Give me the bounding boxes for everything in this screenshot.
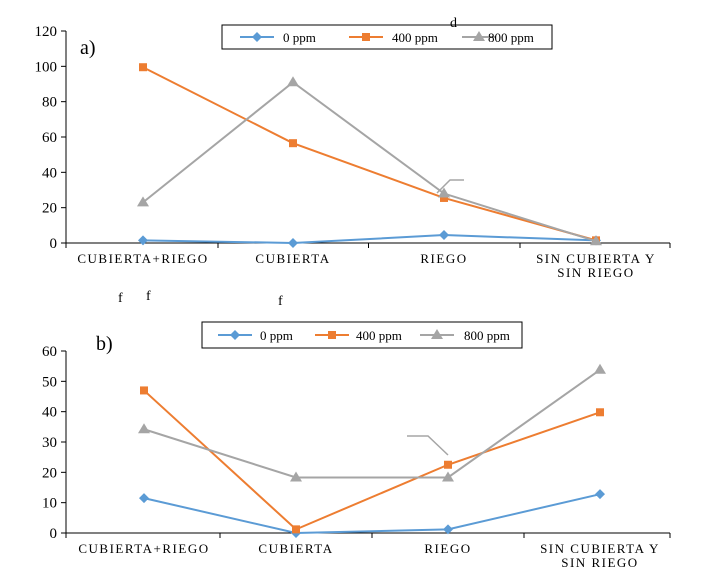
y-tick-label: 20 [42,465,57,481]
y-tick-label: 30 [42,435,57,451]
data-point-diamond [439,230,449,241]
y-tick-label: 20 [42,201,57,217]
data-point-triangle [290,471,302,482]
y-tick-label: 0 [50,236,58,252]
x-tick-label: CUBIERTA+RIEGO [78,541,209,556]
stray-glyph-f1: f [118,291,123,306]
data-point-triangle [442,471,454,482]
legend-entry: 0 ppm [260,328,293,343]
data-point-diamond [288,238,298,248]
series-line-0-ppm [142,234,597,245]
annotation-leader [407,435,449,456]
legend-entry: 0 ppm [283,30,316,45]
legend-marker-triangle [473,31,485,41]
series-line-400-ppm [143,389,601,531]
data-point-diamond [138,235,148,246]
data-point-diamond [595,489,605,500]
legend-marker-diamond [252,32,262,42]
chart-panel-b: 0 10 20 30 40 50 60 CUBIERTA+RIEGO CUBIERTA RIEGO… [42,321,671,570]
stray-glyph-f3: f [278,294,283,309]
data-point-triangle [438,187,450,198]
x-tick-label: SIN CUBIERTA Y [536,251,656,266]
annotation-leader [436,179,464,194]
y-tick-label: 80 [42,95,57,111]
legend-marker-triangle [431,329,443,339]
legend-marker-diamond [230,330,240,340]
y-tick-label: 10 [42,496,57,512]
data-point-square [139,63,147,72]
y-tick-label: 60 [42,344,57,360]
y-tick-label: 40 [42,165,57,181]
x-tick-label: SIN RIEGO [557,265,634,280]
legend-entry: 400 ppm [356,328,402,343]
legend-entry: 800 ppm [488,30,534,45]
x-tick-label: CUBIERTA+RIEGO [77,251,208,266]
data-point-square [140,386,148,395]
data-point-square [292,525,300,534]
data-point-square [289,139,297,148]
data-point-square [444,460,452,469]
data-point-triangle [287,76,299,87]
data-point-diamond [443,524,453,535]
data-point-triangle [138,423,150,434]
y-tick-label: 120 [35,24,58,40]
data-point-diamond [139,493,149,504]
x-tick-label: SIN CUBIERTA Y [540,541,660,556]
y-tick-label: 60 [42,130,57,146]
legend-marker-square [328,331,336,339]
panel-label: a) [80,37,96,59]
panel-label: b) [96,333,113,355]
legend-box [201,321,523,349]
y-tick-label: 0 [50,526,58,542]
series-line-800-ppm [142,80,597,243]
data-point-square [440,193,448,202]
x-tick-label: RIEGO [424,541,471,556]
legend-marker-square [362,33,370,41]
x-tick-label: RIEGO [420,251,467,266]
x-tick-label: CUBIERTA [255,251,330,266]
data-point-triangle [137,196,149,207]
legend-entry: 800 ppm [464,328,510,343]
y-tick-label: 50 [42,374,57,390]
stray-glyph-f2: f [146,289,151,304]
x-tick-label: CUBIERTA [258,541,333,556]
series-line-400-ppm [142,66,597,242]
chart-panel-a: 0 20 40 60 80 100 120 CUBIERTA+RIEGO CUBIERTA RIE… [35,24,671,280]
series-line-0-ppm [143,493,601,535]
series-line-800-ppm [143,368,601,479]
data-point-triangle [590,235,602,246]
data-point-square [596,408,604,417]
y-tick-label: 40 [42,405,57,421]
legend-entry: 400 ppm [392,30,438,45]
data-point-triangle [594,363,606,374]
y-tick-label: 100 [35,59,58,75]
legend-box [221,24,553,50]
annotation-d-1: d [450,16,457,31]
x-tick-label: SIN RIEGO [561,555,638,570]
